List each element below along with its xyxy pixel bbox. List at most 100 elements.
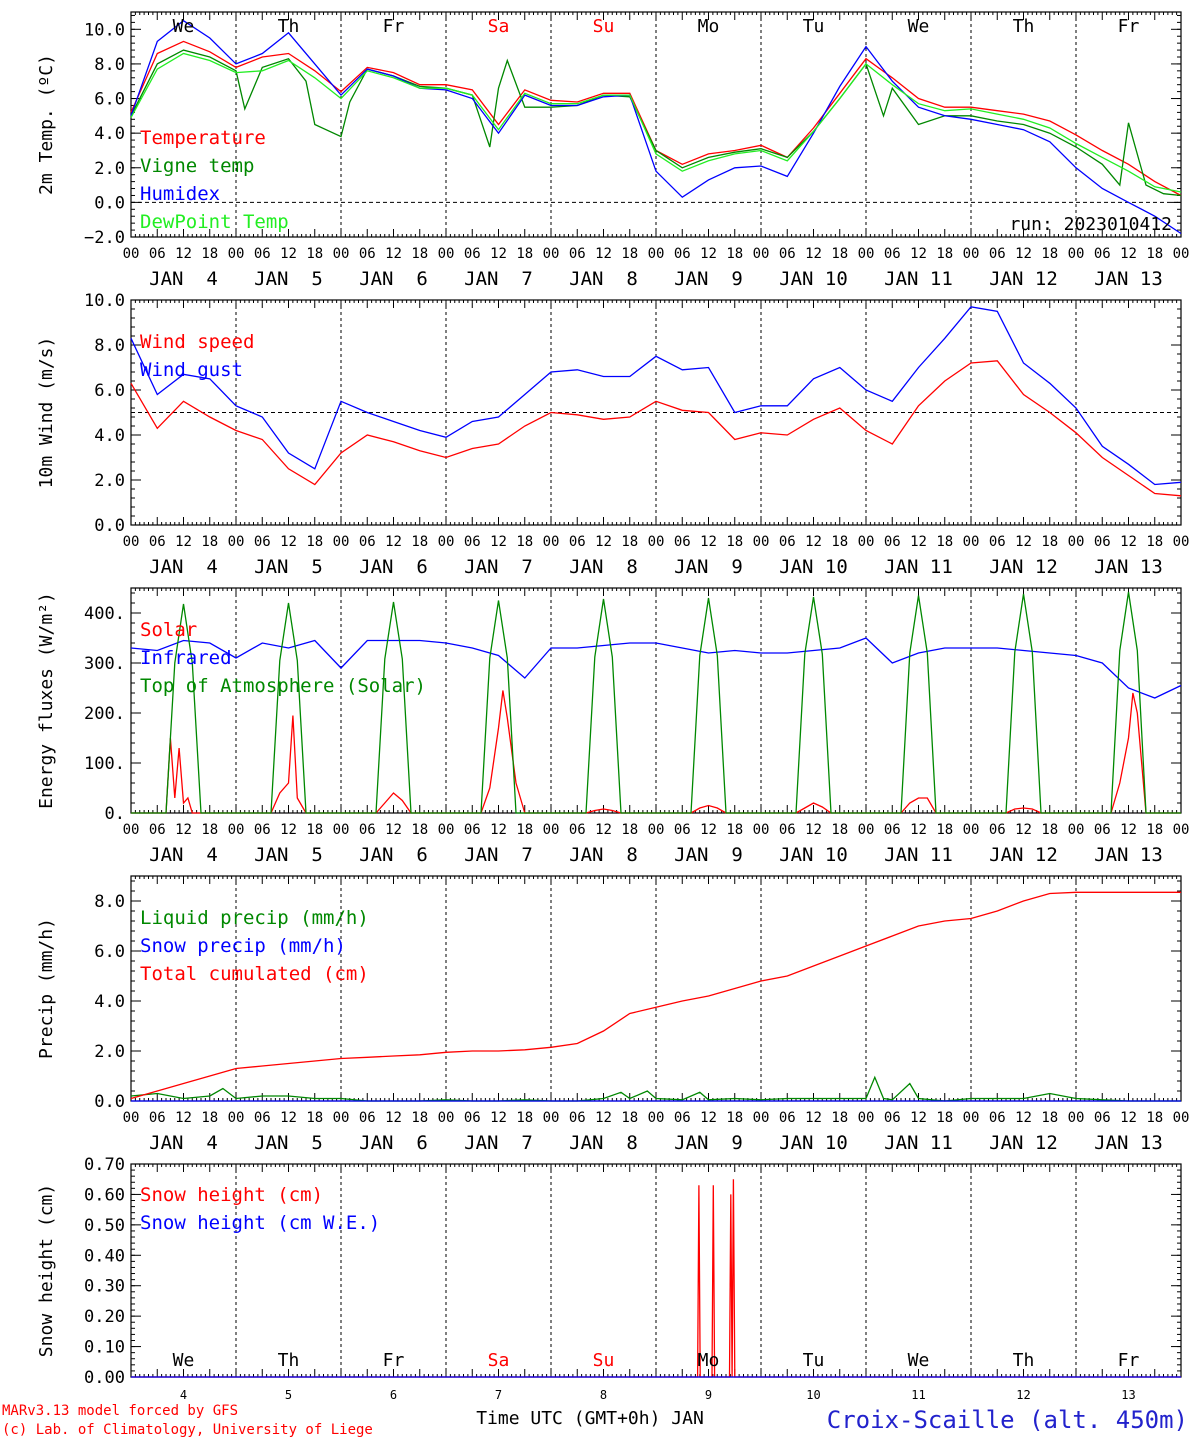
hour-tick-label: 18 <box>726 822 743 838</box>
panel-frame <box>130 299 1182 526</box>
hour-tick-label: 12 <box>910 534 927 550</box>
hour-tick-label: 18 <box>1041 246 1058 262</box>
hour-tick-label: 18 <box>1041 1110 1058 1126</box>
day-number-label: 8 <box>600 1388 607 1402</box>
day-number-label: 5 <box>285 1388 292 1402</box>
hour-tick-label: 18 <box>306 246 323 262</box>
hour-tick-label: 12 <box>805 534 822 550</box>
y-tick-label: 4.0 <box>94 426 125 446</box>
y-tick-label: 0.0 <box>94 193 125 213</box>
hour-tick-label: 18 <box>831 822 848 838</box>
hour-tick-label: 06 <box>464 534 481 550</box>
hour-tick-label: 12 <box>700 822 717 838</box>
hour-tick-label: 18 <box>306 822 323 838</box>
panel-5: 0.00 0.10 0.20 0.30 0.40 0.50 0.60 0.70 Snow hei… <box>36 1155 1182 1402</box>
weekday-label: Th <box>1013 16 1035 37</box>
hour-tick-label: 18 <box>1146 822 1163 838</box>
hour-tick-label: 06 <box>569 1110 586 1126</box>
weekday-label: Fr <box>383 1350 405 1371</box>
series-solar <box>131 690 1181 814</box>
hour-tick-label: 06 <box>254 534 271 550</box>
date-label: JAN 5 <box>254 1132 323 1154</box>
hour-tick-label: 18 <box>516 534 533 550</box>
hour-tick-label: 12 <box>385 822 402 838</box>
hour-tick-label: 06 <box>989 1110 1006 1126</box>
legend-entry: Top of Atmosphere (Solar) <box>140 675 426 697</box>
legend-entry: DewPoint Temp <box>140 211 289 233</box>
panel-2: 0.0 2.0 4.0 6.0 8.0 10.0 10m Wind (m/s) Wind sp… <box>36 291 1189 578</box>
hour-tick-label: 12 <box>1015 822 1032 838</box>
date-label: JAN 4 <box>149 844 218 866</box>
hour-tick-label: 12 <box>280 822 297 838</box>
hour-tick-label: 18 <box>936 1110 953 1126</box>
hour-tick-label: 06 <box>989 246 1006 262</box>
hour-tick-label: 18 <box>726 534 743 550</box>
hour-tick-label: 06 <box>254 822 271 838</box>
date-label: JAN 8 <box>569 556 638 578</box>
legend-entry: Wind gust <box>140 359 243 381</box>
y-tick-label: 0.20 <box>84 1307 125 1327</box>
hour-tick-label: 18 <box>1041 822 1058 838</box>
y-tick-label: 100. <box>84 754 125 774</box>
hour-tick-label: 00 <box>543 246 560 262</box>
day-number-label: 12 <box>1016 1388 1030 1402</box>
date-label: JAN 9 <box>674 1132 743 1154</box>
series-dewpoint-temp <box>130 52 1182 193</box>
hour-tick-label: 06 <box>149 1110 166 1126</box>
footer-model-credit: MARv3.13 model forced by GFS <box>2 1403 238 1419</box>
y-tick-label: 0.30 <box>84 1277 125 1297</box>
date-label: JAN 8 <box>569 844 638 866</box>
hour-tick-label: 00 <box>963 534 980 550</box>
hour-tick-label: 00 <box>333 534 350 550</box>
hour-tick-label: 12 <box>385 1110 402 1126</box>
hour-tick-label: 00 <box>543 1110 560 1126</box>
date-label: JAN 4 <box>149 1132 218 1154</box>
date-label: JAN 4 <box>149 556 218 578</box>
hour-tick-label: 12 <box>1015 246 1032 262</box>
hour-tick-label: 00 <box>228 822 245 838</box>
hour-tick-label: 06 <box>464 246 481 262</box>
weekday-label: Th <box>278 16 300 37</box>
y-tick-label: 8.0 <box>94 336 125 356</box>
hour-tick-label: 18 <box>831 1110 848 1126</box>
panel-1: −2.0 0.0 2.0 4.0 6.0 8.0 10.0 2m Temp. (ºC) Temp… <box>36 11 1189 290</box>
date-label: JAN 4 <box>149 268 218 290</box>
hour-tick-label: 00 <box>228 534 245 550</box>
hour-tick-label: 06 <box>149 534 166 550</box>
hour-tick-label: 06 <box>989 822 1006 838</box>
y-tick-label: 400. <box>84 604 125 624</box>
hour-tick-label: 18 <box>1146 246 1163 262</box>
date-label: JAN 9 <box>674 268 743 290</box>
hour-tick-label: 12 <box>805 822 822 838</box>
hour-tick-label: 12 <box>1015 1110 1032 1126</box>
legend-entry: Snow precip (mm/h) <box>140 935 346 957</box>
series-temperature <box>130 40 1182 197</box>
hour-tick-label: 06 <box>149 246 166 262</box>
hour-tick-label: 00 <box>1068 534 1085 550</box>
hour-tick-label: 18 <box>831 246 848 262</box>
hour-tick-label: 12 <box>910 822 927 838</box>
hour-tick-label: 06 <box>1094 1110 1111 1126</box>
y-tick-label: 2.0 <box>94 159 125 179</box>
legend-entry: Total cumulated (cm) <box>140 963 369 985</box>
hour-tick-label: 12 <box>175 1110 192 1126</box>
y-tick-label: 0.40 <box>84 1246 125 1266</box>
hour-tick-label: 18 <box>201 822 218 838</box>
weekday-label: Mo <box>698 1350 720 1371</box>
y-tick-label: 6.0 <box>94 942 125 962</box>
hour-tick-label: 12 <box>1015 534 1032 550</box>
legend-entry: Liquid precip (mm/h) <box>140 907 369 929</box>
date-label: JAN 6 <box>359 268 428 290</box>
legend-entry: Snow height (cm) <box>140 1184 323 1206</box>
hour-tick-label: 12 <box>1120 246 1137 262</box>
date-label: JAN 6 <box>359 1132 428 1154</box>
weekday-label: Th <box>278 1350 300 1371</box>
hour-tick-label: 18 <box>831 534 848 550</box>
hour-tick-label: 06 <box>884 1110 901 1126</box>
y-tick-label: 200. <box>84 704 125 724</box>
date-label: JAN 11 <box>884 556 953 578</box>
series-total-cumulated-cm <box>130 891 1181 1100</box>
hour-tick-label: 06 <box>359 1110 376 1126</box>
day-number-label: 7 <box>495 1388 502 1402</box>
hour-tick-label: 00 <box>963 246 980 262</box>
